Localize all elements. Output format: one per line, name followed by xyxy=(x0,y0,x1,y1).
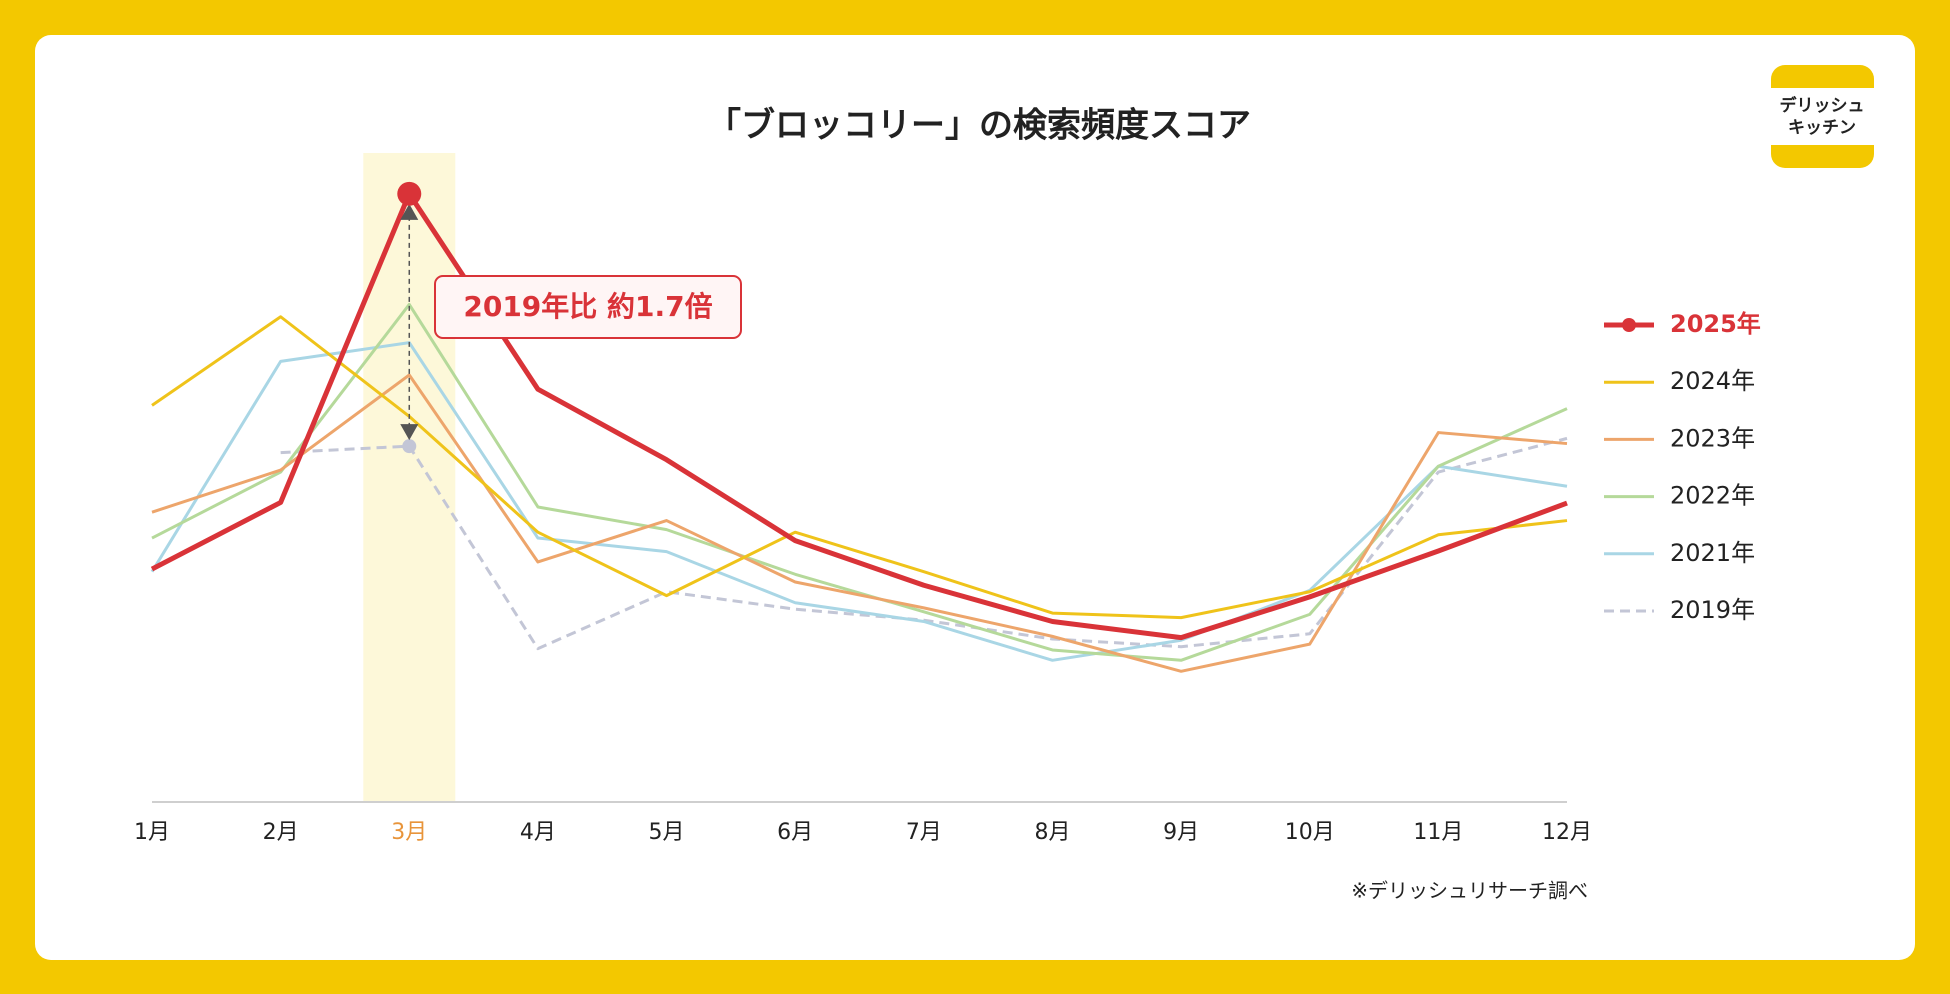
legend-label: 2019年 xyxy=(1670,596,1755,624)
x-tick-label: 7月 xyxy=(906,820,942,845)
arrow-head xyxy=(400,424,419,441)
arrow-head xyxy=(400,203,419,220)
panel xyxy=(35,35,1915,960)
x-tick-label: 10月 xyxy=(1285,820,1335,845)
chart-title: 「ブロッコリー」の検索頻度スコア xyxy=(707,106,1251,146)
highlight-band xyxy=(363,153,456,802)
legend-label: 2022年 xyxy=(1670,482,1755,510)
x-tick-label: 9月 xyxy=(1163,820,1199,845)
logo-text: キッチン xyxy=(1788,118,1856,138)
annotation: 2019年比 約1.7倍 xyxy=(463,290,712,323)
legend-label: 2025年 xyxy=(1670,310,1761,338)
x-tick-label: 1月 xyxy=(134,820,170,845)
x-tick-label: 4月 xyxy=(520,820,556,845)
x-tick-label: 3月 xyxy=(391,820,427,845)
x-tick-label: 2月 xyxy=(263,820,299,845)
x-tick-label: 11月 xyxy=(1413,820,1463,845)
series-line xyxy=(151,373,1568,673)
logo-band xyxy=(1771,88,1874,145)
series-line xyxy=(151,315,1568,620)
x-tick-label: 12月 xyxy=(1542,820,1592,845)
series-line xyxy=(150,341,1568,662)
annotation-box xyxy=(434,275,742,339)
legend-label: 2021年 xyxy=(1670,539,1755,567)
compare-point xyxy=(402,439,417,454)
logo-text: デリッシュ xyxy=(1780,95,1865,116)
x-tick-label: 6月 xyxy=(777,820,813,845)
logo: デリッシュ キッチン xyxy=(1771,65,1874,168)
series-line xyxy=(150,191,1568,641)
note: ※デリッシュリサーチ調べ xyxy=(1351,879,1588,903)
peak-point xyxy=(397,181,422,206)
x-tick-label: 8月 xyxy=(1034,820,1070,845)
x-tick-label: 5月 xyxy=(649,820,685,845)
legend-label: 2024年 xyxy=(1670,367,1755,395)
legend-marker xyxy=(1622,318,1636,332)
legend-label: 2023年 xyxy=(1670,424,1755,452)
